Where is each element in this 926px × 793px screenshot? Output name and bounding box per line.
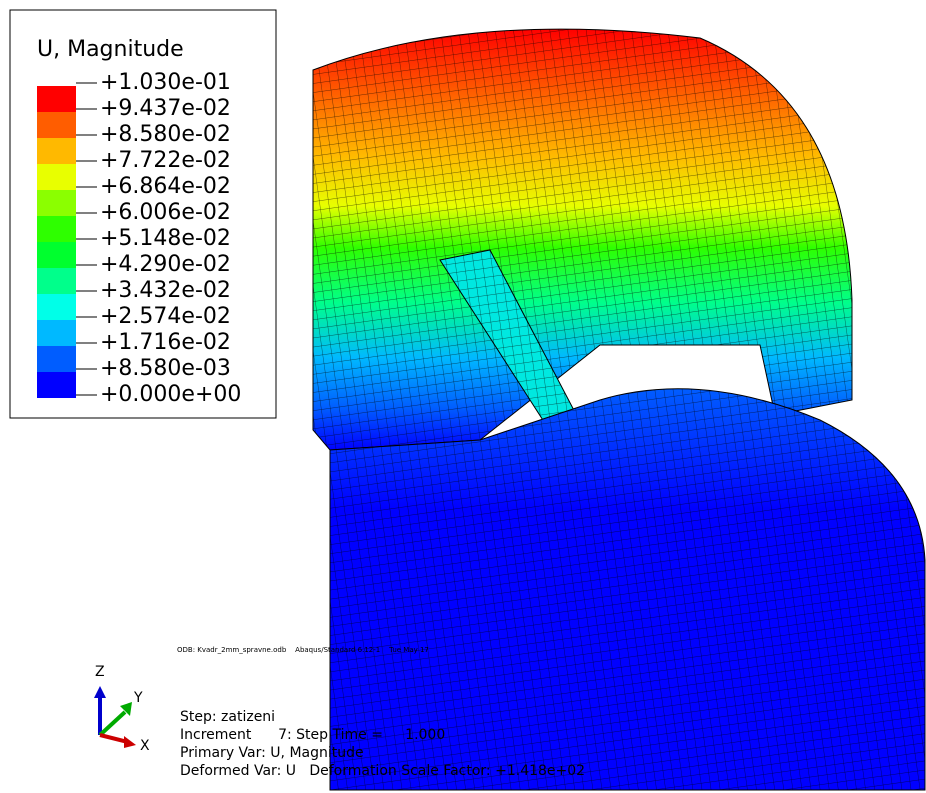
legend-swatch [37,164,76,190]
odb-line: ODB: Kvadr_2mm_spravne.odb Abaqus/Standa… [177,646,429,654]
legend-swatch [37,138,76,164]
legend-label: +6.006e-02 [100,200,231,225]
legend-swatch [37,346,76,372]
axis-y: Y [133,690,143,706]
legend-label: +2.574e-02 [100,304,231,329]
legend-label: +8.580e-03 [100,356,231,381]
legend-swatch [37,86,76,112]
legend-label: +8.580e-02 [100,122,231,147]
info-primary: Primary Var: U, Magnitude [180,745,364,761]
info-increment: Increment 7: Step Time = 1.000 [180,727,445,743]
axis-z: Z [95,664,105,680]
legend-label: +7.722e-02 [100,148,231,173]
model [313,29,925,790]
legend-swatch [37,294,76,320]
info-step: Step: zatizeni [180,709,275,725]
legend-label: +1.030e-01 [100,70,231,95]
legend-label: +3.432e-02 [100,278,231,303]
legend-swatch [37,216,76,242]
info-deformed: Deformed Var: U Deformation Scale Factor… [180,763,585,779]
axis-x: X [140,738,150,754]
legend-swatch [37,242,76,268]
legend-label: +5.148e-02 [100,226,231,251]
legend-swatch [37,112,76,138]
legend: +1.030e-01+9.437e-02+8.580e-02+7.722e-02… [37,70,241,407]
triad: Z Y X [94,664,150,754]
legend-title: U, Magnitude [37,37,184,62]
legend-label: +0.000e+00 [100,382,241,407]
viewport: U, Magnitude +1.030e-01+9.437e-02+8.580e… [0,0,926,793]
legend-label: +6.864e-02 [100,174,231,199]
legend-label: +1.716e-02 [100,330,231,355]
legend-label: +4.290e-02 [100,252,231,277]
legend-swatch [37,372,76,398]
legend-swatch [37,268,76,294]
legend-label: +9.437e-02 [100,96,231,121]
legend-swatch [37,320,76,346]
legend-swatch [37,190,76,216]
